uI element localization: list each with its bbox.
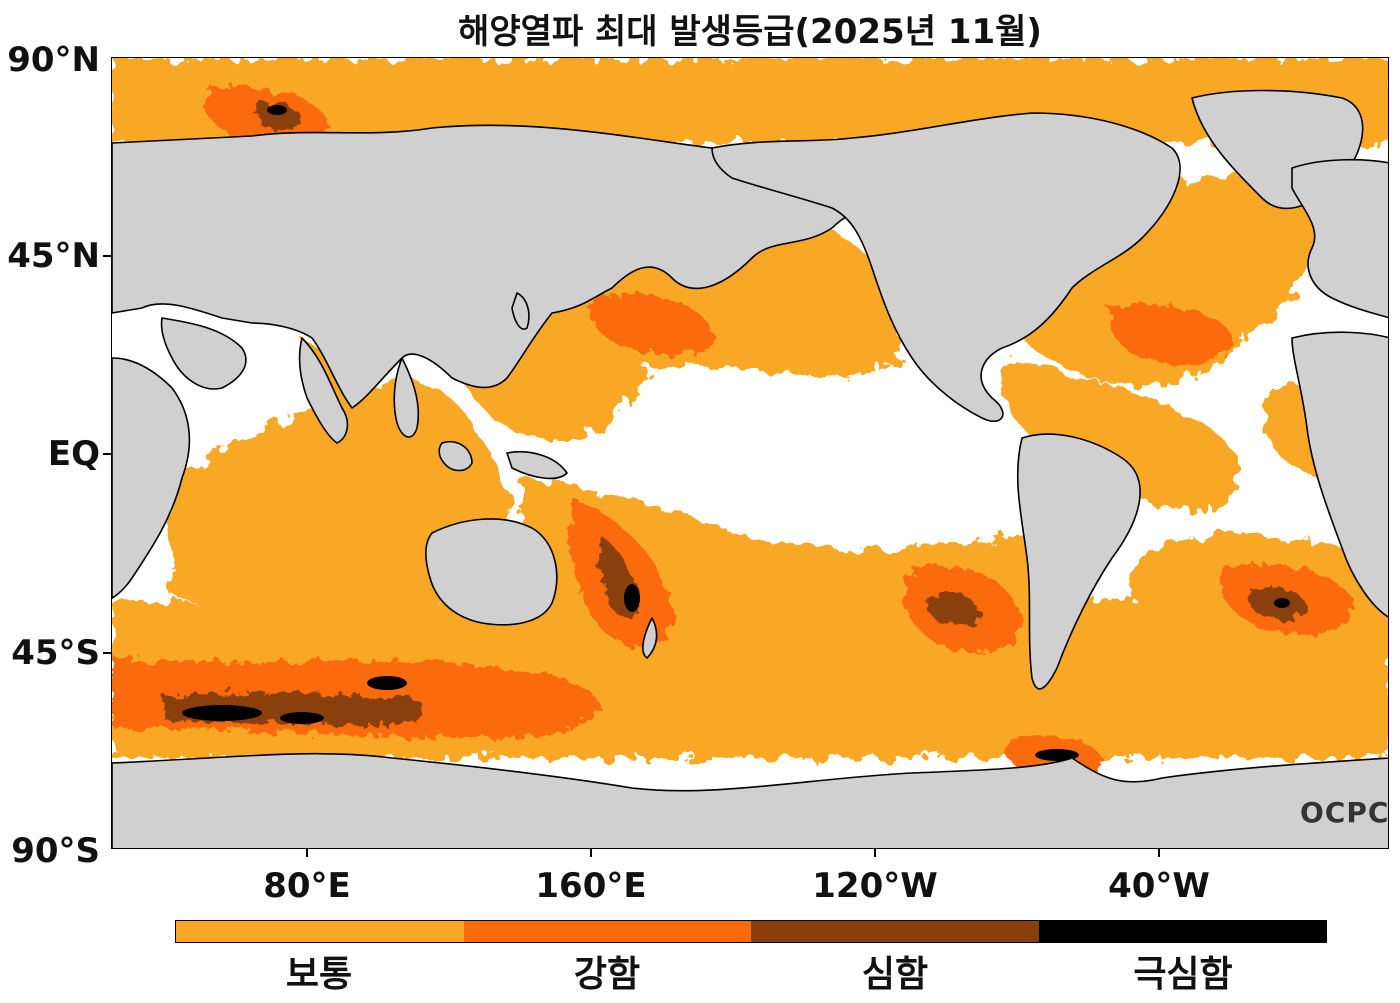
lon-label-80e: 80°E <box>263 866 351 906</box>
heatwave-layer-extreme <box>182 105 1290 761</box>
legend-label-moderate: 보통 <box>285 954 353 995</box>
land-borneo <box>438 441 473 472</box>
land-japan <box>511 292 530 330</box>
land-australia <box>424 518 558 626</box>
legend-label-extreme: 극심함 <box>1133 954 1233 995</box>
land-north-america <box>711 112 1181 423</box>
land-indochina <box>393 357 420 438</box>
land-masses <box>112 89 1388 848</box>
legend-swatch-severe <box>751 921 1039 942</box>
lat-label-90s: 90°S <box>11 831 100 871</box>
lat-tick <box>103 255 111 257</box>
world-map <box>111 57 1389 849</box>
lon-label-40w: 40°W <box>1108 866 1210 906</box>
lon-tick <box>1158 849 1160 857</box>
land-new-zealand <box>642 617 658 659</box>
lat-label-45n: 45°N <box>7 236 100 276</box>
legend-swatch-strong <box>463 921 751 942</box>
land-europe-right <box>1291 158 1388 319</box>
legend-label-severe: 심함 <box>861 954 929 995</box>
land-africa <box>112 357 191 599</box>
lat-tick <box>103 453 111 455</box>
land-africa-right <box>1291 331 1388 618</box>
land-new-guinea <box>506 450 568 480</box>
legend-label-strong: 강함 <box>573 954 641 995</box>
lon-label-160e: 160°E <box>535 866 647 906</box>
map-title: 해양열파 최대 발생등급(2025년 11월) <box>458 12 1042 52</box>
lon-tick <box>874 849 876 857</box>
lon-label-120w: 120°W <box>812 866 938 906</box>
legend-colorbar <box>175 920 1327 943</box>
lat-label-45s: 45°S <box>11 633 100 673</box>
lon-tick <box>590 849 592 857</box>
land-south-america <box>1016 433 1141 690</box>
land-eurasia <box>112 124 893 409</box>
lat-label-eq: EQ <box>47 434 100 474</box>
land-arabia <box>160 317 247 390</box>
map-canvas <box>112 58 1388 848</box>
lon-tick <box>306 849 308 857</box>
legend-swatch-moderate <box>176 921 464 942</box>
ocpc-logo: OCPC <box>1300 796 1390 829</box>
land-india <box>298 337 349 444</box>
lat-tick <box>103 652 111 654</box>
land-antarctica <box>112 752 1388 848</box>
legend-swatch-extreme <box>1038 921 1326 942</box>
lat-label-90n: 90°N <box>7 40 100 80</box>
